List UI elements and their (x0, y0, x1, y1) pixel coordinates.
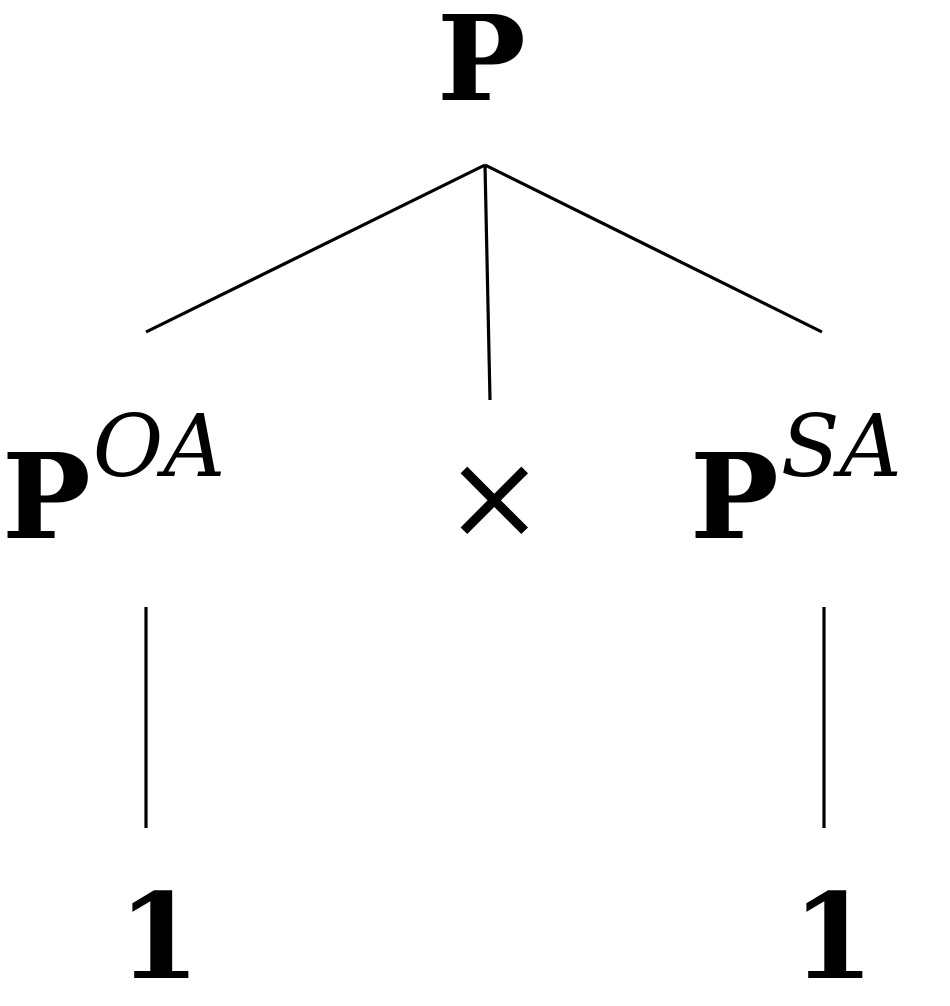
edge-root-to-right (484, 163, 823, 334)
root-node: P (437, 0, 526, 118)
left-leaf-node: 1 (118, 878, 200, 996)
left-child-superscript: OA (92, 397, 226, 497)
middle-child-label: × (444, 428, 545, 567)
right-child-label: P (690, 427, 779, 566)
edge-root-to-middle (483, 164, 492, 401)
middle-child-node: × (444, 438, 545, 558)
right-leaf-node: 1 (792, 878, 874, 996)
right-child-node: PSA (690, 404, 902, 556)
edge-root-to-left (145, 163, 486, 334)
right-leaf-label: 1 (792, 867, 875, 1006)
root-node-label: P (437, 0, 526, 128)
left-child-node: POA (2, 404, 225, 556)
left-leaf-label: 1 (118, 867, 201, 1006)
left-child-label: P (2, 427, 91, 566)
right-child-superscript: SA (780, 397, 902, 497)
